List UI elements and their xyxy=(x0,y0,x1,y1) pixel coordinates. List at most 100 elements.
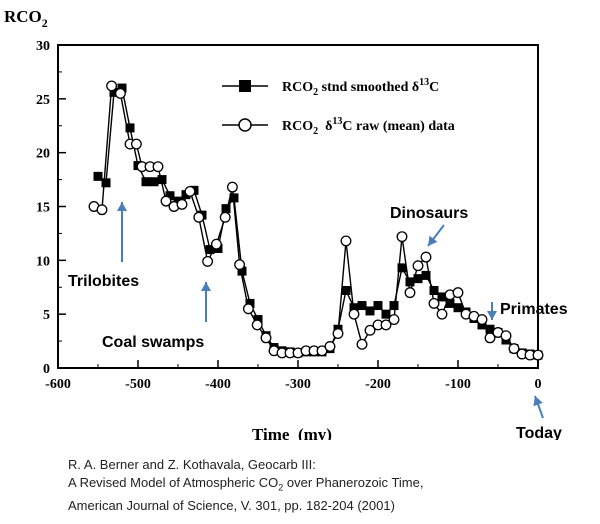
arrowhead xyxy=(201,282,211,291)
point-smoothed xyxy=(101,178,111,188)
point-raw xyxy=(404,287,416,299)
point-raw xyxy=(428,297,440,309)
point-raw xyxy=(130,138,142,150)
point-raw xyxy=(436,308,448,320)
point-smoothed xyxy=(381,309,391,319)
annotation-label-dinosaurs: Dinosaurs xyxy=(390,205,468,222)
series-markers xyxy=(88,80,544,361)
point-raw xyxy=(340,235,352,247)
point-raw xyxy=(152,161,164,173)
point-raw xyxy=(234,259,246,271)
point-smoothed xyxy=(205,245,215,255)
x-tick-label: -200 xyxy=(365,377,391,392)
point-raw xyxy=(532,349,544,361)
citation-line-3: American Journal of Science, V. 301, pp.… xyxy=(68,497,395,513)
point-smoothed xyxy=(157,175,167,185)
point-raw xyxy=(160,195,172,207)
y-tick-label: 10 xyxy=(36,254,50,269)
point-smoothed xyxy=(453,303,463,313)
point-smoothed xyxy=(373,301,383,311)
annotation-label-coal-swamps: Coal swamps xyxy=(102,334,204,351)
legend-marker-raw xyxy=(238,118,252,132)
annotation-label-primates: Primates xyxy=(500,301,568,318)
point-smoothed xyxy=(141,177,151,187)
point-raw xyxy=(420,251,432,263)
arrowhead xyxy=(533,396,543,407)
point-raw xyxy=(260,332,272,344)
point-smoothed xyxy=(445,298,455,308)
point-smoothed xyxy=(437,292,447,302)
arrowhead xyxy=(117,202,127,211)
x-tick-label: -100 xyxy=(445,377,471,392)
y-tick-label: 25 xyxy=(36,93,50,108)
citation-line-2: A Revised Model of Atmospheric CO2 over … xyxy=(68,475,424,493)
annotation-label-trilobites: Trilobites xyxy=(68,273,139,290)
point-raw xyxy=(484,332,496,344)
point-raw xyxy=(500,330,512,342)
point-raw xyxy=(364,324,376,336)
co2-chart: RCO2 0 5 10 15 20 25 30 -600 -500 -400 -300 -200 -1… xyxy=(4,7,568,440)
point-raw xyxy=(210,238,222,250)
annotation-trilobites: Trilobites xyxy=(68,202,139,290)
point-smoothed xyxy=(229,193,239,203)
legend-label-smoothed: RCO2 stnd smoothed δ13C xyxy=(282,77,439,98)
point-smoothed xyxy=(245,298,255,308)
y-tick-label: 15 xyxy=(36,201,50,216)
legend-label-raw: RCO2 δ13C raw (mean) data xyxy=(282,116,455,137)
point-raw xyxy=(219,211,231,223)
point-smoothed xyxy=(397,263,407,273)
point-smoothed xyxy=(485,324,495,334)
point-smoothed xyxy=(365,306,375,316)
y-axis-ticks: 0 5 10 15 20 25 30 xyxy=(36,39,66,377)
point-raw xyxy=(388,314,400,326)
x-tick-label: -500 xyxy=(125,377,151,392)
point-smoothed xyxy=(341,285,351,295)
point-raw xyxy=(332,328,344,339)
point-smoothed xyxy=(221,204,231,214)
point-raw xyxy=(184,185,196,197)
annotation-primates: Primates xyxy=(491,301,568,320)
annotation-label-today: Today xyxy=(516,425,562,440)
point-raw xyxy=(348,308,360,320)
point-smoothed xyxy=(357,301,367,311)
point-raw xyxy=(96,204,108,216)
y-tick-label: 20 xyxy=(36,147,50,162)
legend: RCO2 stnd smoothed δ13C RCO2 δ13C raw (m… xyxy=(222,77,455,137)
point-raw xyxy=(476,314,488,326)
point-smoothed xyxy=(165,191,175,201)
point-raw xyxy=(380,319,392,331)
point-smoothed xyxy=(117,83,127,93)
y-tick-label: 30 xyxy=(36,39,50,54)
point-raw xyxy=(242,303,254,315)
annotation-coal-swamps: Coal swamps xyxy=(102,282,207,351)
point-raw xyxy=(324,341,336,352)
point-smoothed xyxy=(349,303,359,313)
point-smoothed xyxy=(413,274,423,284)
point-smoothed xyxy=(237,266,247,276)
arrowhead xyxy=(428,235,438,246)
point-smoothed xyxy=(93,171,103,181)
point-raw xyxy=(114,87,126,99)
y-axis-label: RCO2 xyxy=(4,7,48,30)
x-tick-label: 0 xyxy=(535,377,542,392)
point-raw xyxy=(356,338,368,350)
point-raw xyxy=(508,343,520,355)
x-axis-label: Time (my) xyxy=(252,425,332,440)
point-raw xyxy=(226,181,238,193)
x-axis-ticks: -600 -500 -400 -300 -200 -100 0 xyxy=(45,360,542,392)
point-raw xyxy=(193,211,205,223)
point-smoothed xyxy=(149,177,159,187)
citation: R. A. Berner and Z. Kothavala, Geocarb I… xyxy=(68,456,588,515)
point-raw xyxy=(396,231,408,243)
x-tick-label: -400 xyxy=(205,377,231,392)
y-tick-label: 5 xyxy=(43,308,50,323)
point-smoothed xyxy=(109,87,119,97)
legend-marker-smoothed xyxy=(239,80,251,92)
point-raw xyxy=(176,198,188,210)
arrowhead xyxy=(487,311,497,320)
point-raw xyxy=(106,80,118,92)
citation-line-1: R. A. Berner and Z. Kothavala, Geocarb I… xyxy=(68,457,316,472)
point-raw xyxy=(202,255,214,267)
point-raw xyxy=(251,319,263,331)
point-smoothed xyxy=(389,301,399,311)
